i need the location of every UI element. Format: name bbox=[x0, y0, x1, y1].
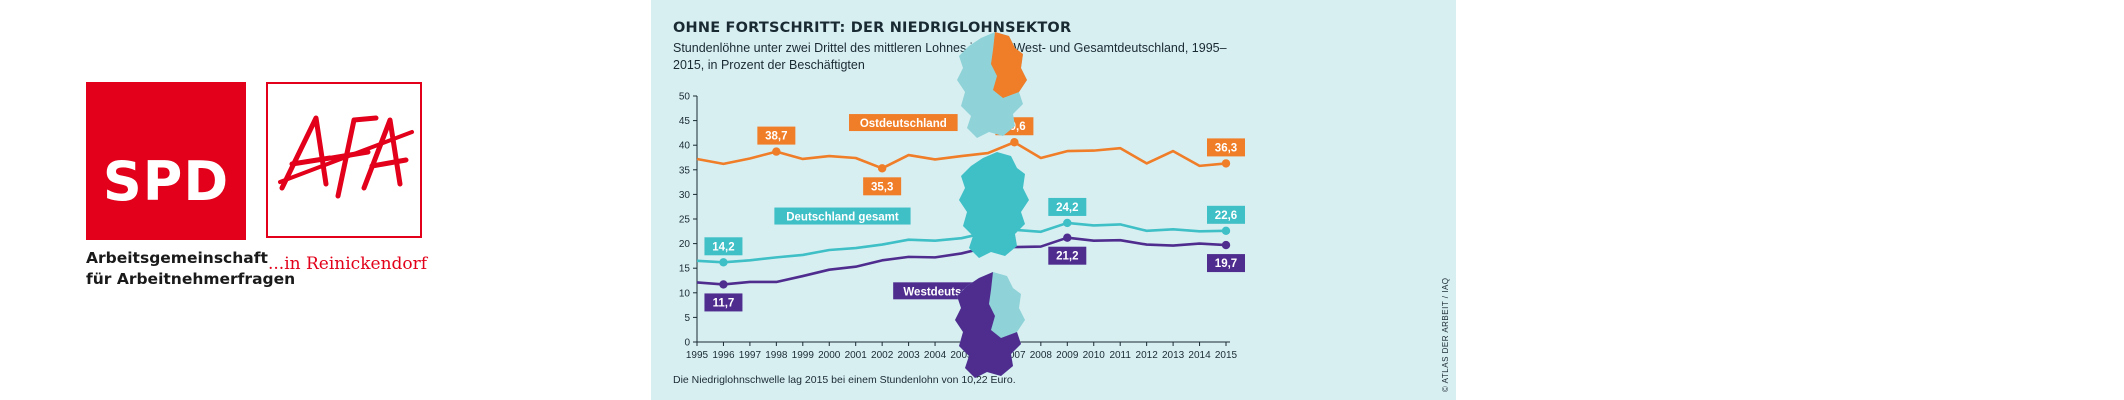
data-point-marker bbox=[1010, 138, 1019, 147]
afa-subtitle-line2: für Arbeitnehmerfragen bbox=[86, 270, 296, 288]
x-tick-label: 2009 bbox=[1056, 350, 1079, 361]
afa-subtitle-line1: Arbeitsgemeinschaft bbox=[86, 249, 268, 267]
reinickendorf-label: ...in Reinickendorf bbox=[268, 254, 428, 274]
data-label: 22,6 bbox=[1215, 210, 1237, 222]
x-tick-label: 2002 bbox=[871, 350, 894, 361]
infographic-panel: OHNE FORTSCHRITT: DER NIEDRIGLOHNSEKTOR … bbox=[651, 0, 1456, 400]
data-label-box bbox=[704, 237, 743, 256]
x-tick-label: 2001 bbox=[845, 350, 868, 361]
data-label: 11,7 bbox=[713, 297, 735, 309]
data-point-marker bbox=[1063, 218, 1072, 228]
x-tick-label: 2007 bbox=[1003, 350, 1026, 361]
x-tick-label: 1995 bbox=[686, 350, 709, 361]
y-tick-label: 15 bbox=[679, 264, 691, 275]
germany-maps bbox=[955, 32, 1029, 378]
data-label: 21,2 bbox=[1056, 251, 1078, 263]
x-tick-label: 2013 bbox=[1162, 350, 1185, 361]
x-tick-label: 1998 bbox=[765, 350, 788, 361]
data-point-marker bbox=[1221, 226, 1231, 236]
data-label-box bbox=[1048, 246, 1087, 265]
data-point-marker bbox=[877, 164, 887, 173]
logo-area: SPD Arbeitsgemeinschaft für Arbeitnehmer… bbox=[0, 0, 650, 400]
data-label-box bbox=[1207, 205, 1245, 224]
x-tick-label: 2011 bbox=[1109, 350, 1131, 361]
series-line-deutschland-gesamt bbox=[696, 221, 1227, 264]
x-tick-label: 2015 bbox=[1215, 350, 1238, 361]
data-label-box bbox=[1207, 254, 1245, 273]
y-tick-label: 50 bbox=[679, 92, 691, 103]
series-line-ostdeutschland bbox=[696, 140, 1227, 170]
map-east-highlight bbox=[957, 32, 1027, 138]
data-point-marker bbox=[772, 147, 781, 156]
map-west-highlight bbox=[955, 272, 1025, 378]
data-point-marker bbox=[719, 280, 728, 289]
y-tick-label: 25 bbox=[679, 215, 691, 226]
x-tick-label: 2008 bbox=[1030, 350, 1053, 361]
chart-subtitle: Stundenlöhne unter zwei Drittel des mitt… bbox=[673, 41, 1227, 72]
series-name-label: Ostdeutschland bbox=[860, 118, 947, 130]
data-label: 38,7 bbox=[765, 131, 787, 143]
data-label: 36,3 bbox=[1215, 142, 1237, 154]
data-label: 19,7 bbox=[1215, 258, 1237, 270]
x-tick-label: 2004 bbox=[924, 350, 947, 361]
data-label-box bbox=[757, 126, 796, 145]
data-label-box bbox=[1048, 197, 1087, 216]
y-tick-label: 5 bbox=[684, 313, 690, 324]
x-tick-label: 2012 bbox=[1136, 350, 1159, 361]
y-tick-label: 20 bbox=[679, 239, 691, 250]
chart-footnote: Die Niedriglohnschwelle lag 2015 bei ein… bbox=[673, 374, 1016, 386]
x-tick-label: 2010 bbox=[1083, 350, 1106, 361]
data-label: 14,2 bbox=[712, 241, 734, 253]
series-name-box bbox=[849, 114, 958, 132]
data-label-box bbox=[704, 293, 743, 312]
source-credit: © ATLAS DER ARBEIT / IAQ bbox=[1441, 277, 1450, 392]
x-tick-label: 1996 bbox=[712, 350, 735, 361]
chart-title: OHNE FORTSCHRITT: DER NIEDRIGLOHNSEKTOR bbox=[673, 20, 1072, 36]
series-name-box bbox=[774, 207, 911, 225]
spd-logo: SPD bbox=[86, 82, 246, 240]
map-germany-total bbox=[959, 152, 1029, 258]
y-tick-label: 35 bbox=[679, 165, 691, 176]
data-point-marker bbox=[1063, 233, 1072, 242]
x-tick-label: 1999 bbox=[792, 350, 815, 361]
y-tick-label: 45 bbox=[679, 116, 691, 127]
x-tick-label: 2003 bbox=[897, 350, 920, 361]
series-line-westdeutschland bbox=[696, 236, 1227, 286]
data-label-box bbox=[863, 177, 902, 196]
y-tick-label: 10 bbox=[679, 288, 691, 299]
x-tick-label: 1997 bbox=[739, 350, 762, 361]
data-point-marker bbox=[1221, 240, 1231, 250]
x-tick-label: 2005 bbox=[950, 350, 973, 361]
spd-logo-text: SPD bbox=[102, 150, 230, 213]
x-tick-label: 2000 bbox=[818, 350, 841, 361]
data-point-marker bbox=[719, 258, 728, 267]
y-tick-label: 40 bbox=[679, 141, 691, 152]
line-chart: 0 5 10 15 20 25 30 35 40 45 50 1995 1996 1997 1998 1999… bbox=[679, 92, 1245, 361]
data-label: 35,3 bbox=[871, 181, 893, 193]
y-tick-label: 0 bbox=[684, 338, 690, 349]
data-label: 24,2 bbox=[1056, 202, 1078, 214]
series-name-label: Deutschland gesamt bbox=[786, 212, 899, 224]
y-tick-label: 30 bbox=[679, 190, 691, 201]
x-tick-label: 2014 bbox=[1188, 350, 1211, 361]
data-point-marker bbox=[1221, 159, 1231, 168]
afa-logo bbox=[266, 82, 422, 238]
data-label-box bbox=[1207, 138, 1245, 157]
afa-logo-mark bbox=[278, 115, 414, 199]
